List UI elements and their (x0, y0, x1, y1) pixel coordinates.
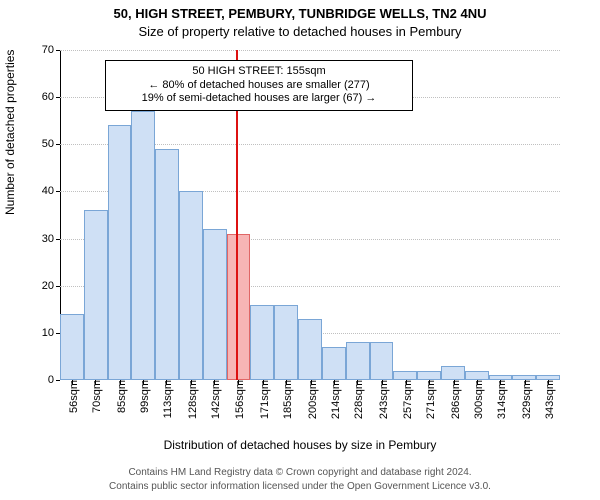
xtick-label: 243sqm (374, 380, 390, 419)
histogram-bar (417, 371, 441, 380)
gridline (60, 50, 560, 51)
xtick-label: 300sqm (469, 380, 485, 419)
histogram-bar (274, 305, 298, 380)
histogram-bar (60, 314, 84, 380)
histogram-bar (131, 111, 155, 380)
xtick-label: 314sqm (492, 380, 508, 419)
histogram-bar (536, 375, 560, 380)
ytick-label: 30 (42, 233, 60, 245)
xtick-label: 286sqm (446, 380, 462, 419)
histogram-bar (370, 342, 394, 380)
chart-title-line2: Size of property relative to detached ho… (0, 24, 600, 39)
ytick-label: 70 (42, 44, 60, 56)
y-axis-label: Number of detached properties (3, 50, 17, 215)
histogram-bar (441, 366, 465, 380)
footer-line2: Contains public sector information licen… (0, 481, 600, 492)
info-box-line3: 19% of semi-detached houses are larger (… (114, 92, 404, 106)
histogram-bar (108, 125, 132, 380)
xtick-label: 343sqm (540, 380, 556, 419)
xtick-label: 156sqm (230, 380, 246, 419)
histogram-bar (250, 305, 274, 380)
xtick-label: 128sqm (183, 380, 199, 419)
ytick-label: 10 (42, 327, 60, 339)
info-box: 50 HIGH STREET: 155sqm← 80% of detached … (105, 60, 413, 111)
ytick-label: 0 (48, 374, 60, 386)
histogram-bar (489, 375, 513, 380)
xtick-label: 99sqm (135, 380, 151, 413)
histogram-bar (203, 229, 227, 380)
info-box-line1: 50 HIGH STREET: 155sqm (114, 65, 404, 79)
xtick-label: 214sqm (326, 380, 342, 419)
ytick-label: 20 (42, 280, 60, 292)
ytick-label: 50 (42, 138, 60, 150)
footer-line1: Contains HM Land Registry data © Crown c… (0, 467, 600, 478)
xtick-label: 70sqm (87, 380, 103, 413)
xtick-label: 271sqm (421, 380, 437, 419)
histogram-bar (322, 347, 346, 380)
xtick-label: 113sqm (158, 380, 174, 418)
xtick-label: 329sqm (517, 380, 533, 419)
xtick-label: 56sqm (64, 380, 80, 413)
histogram-bar (155, 149, 179, 380)
plot-area: 01020304050607056sqm70sqm85sqm99sqm113sq… (60, 50, 560, 380)
histogram-bar (84, 210, 108, 380)
xtick-label: 85sqm (112, 380, 128, 413)
ytick-label: 40 (42, 185, 60, 197)
xtick-label: 257sqm (398, 380, 414, 419)
histogram-bar (179, 191, 203, 380)
ytick-label: 60 (42, 91, 60, 103)
histogram-bar (346, 342, 370, 380)
xtick-label: 171sqm (255, 380, 271, 419)
xtick-label: 142sqm (206, 380, 222, 419)
histogram-bar (298, 319, 322, 380)
histogram-bar (512, 375, 536, 380)
xtick-label: 185sqm (278, 380, 294, 419)
chart-title-line1: 50, HIGH STREET, PEMBURY, TUNBRIDGE WELL… (0, 6, 600, 21)
histogram-bar (393, 371, 417, 380)
histogram-bar-highlight (227, 234, 251, 380)
chart-container: 50, HIGH STREET, PEMBURY, TUNBRIDGE WELL… (0, 0, 600, 500)
info-box-line2: ← 80% of detached houses are smaller (27… (114, 79, 404, 93)
histogram-bar (465, 371, 489, 380)
xtick-label: 200sqm (303, 380, 319, 419)
xtick-label: 228sqm (349, 380, 365, 419)
x-axis-label: Distribution of detached houses by size … (0, 438, 600, 452)
